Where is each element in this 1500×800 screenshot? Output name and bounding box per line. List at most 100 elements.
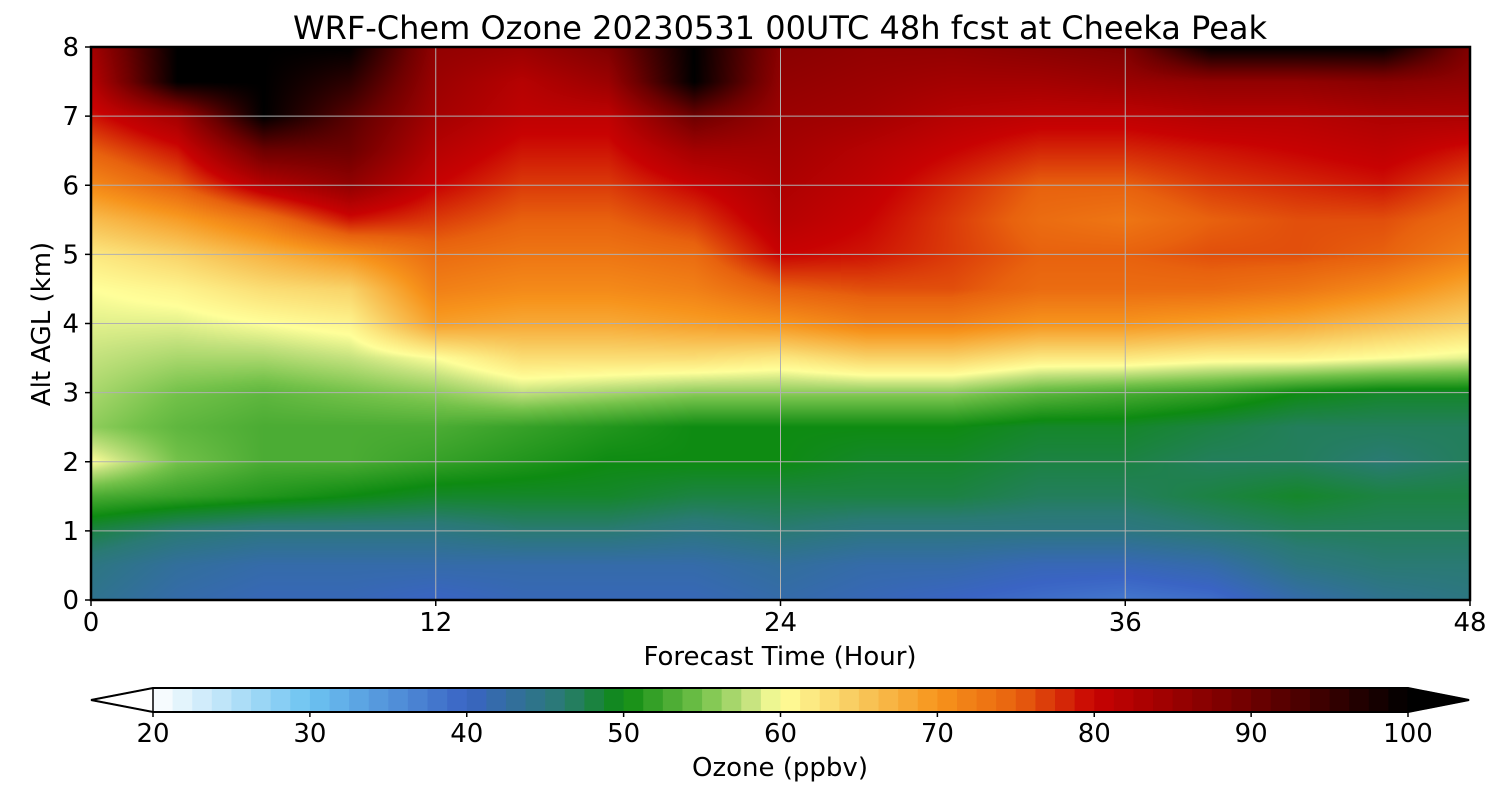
colorbar-segment — [153, 688, 174, 712]
colorbar-tick-label: 60 — [764, 719, 797, 749]
colorbar-segment — [1113, 688, 1135, 712]
y-tick-label: 1 — [62, 517, 79, 547]
colorbar-segment — [976, 688, 997, 712]
colorbar-segment — [682, 688, 703, 712]
colorbar-tick-label: 30 — [293, 719, 326, 749]
colorbar — [90, 687, 1470, 713]
colorbar-segment — [1388, 688, 1409, 712]
colorbar-segment — [329, 688, 350, 712]
colorbar-segment — [662, 688, 684, 712]
y-tick-label: 5 — [62, 240, 79, 270]
colorbar-segment — [1015, 688, 1037, 712]
colorbar-segment — [1211, 688, 1233, 712]
y-tick-label: 2 — [62, 448, 79, 478]
colorbar-segment — [898, 688, 919, 712]
colorbar-segment — [1074, 688, 1095, 712]
colorbar-tick-label: 100 — [1383, 719, 1433, 749]
colorbar-segment — [1133, 688, 1154, 712]
y-tick-label: 8 — [62, 33, 79, 63]
colorbar-segment — [839, 688, 860, 712]
colorbar-segment — [956, 688, 978, 712]
colorbar-segment — [623, 688, 644, 712]
colorbar-segment — [584, 688, 605, 712]
colorbar-segment — [368, 688, 389, 712]
colorbar-tick-label: 80 — [1078, 719, 1111, 749]
colorbar-segment — [702, 688, 723, 712]
x-axis-ticks: 0 12 24 36 48 — [83, 600, 1487, 638]
colorbar-segment — [427, 688, 448, 712]
colorbar-segment — [937, 688, 958, 712]
colorbar-extend-low — [90, 687, 154, 713]
colorbar-segment — [1251, 688, 1272, 712]
colorbar-segment — [1192, 688, 1213, 712]
colorbar-segment — [564, 688, 586, 712]
colorbar-ticks: 20 30 40 50 60 70 80 90 100 — [136, 712, 1433, 749]
colorbar-segment — [819, 688, 840, 712]
colorbar-segment — [466, 688, 487, 712]
chart-title: WRF-Chem Ozone 20230531 00UTC 48h fcst a… — [293, 9, 1268, 47]
y-tick-label: 0 — [62, 586, 79, 616]
x-tick-label: 24 — [764, 608, 797, 638]
colorbar-segment — [525, 688, 546, 712]
y-tick-label: 7 — [62, 102, 79, 132]
colorbar-segment — [1309, 688, 1331, 712]
colorbar-segment — [290, 688, 311, 712]
colorbar-segment — [407, 688, 429, 712]
colorbar-segment — [760, 688, 782, 712]
colorbar-extend-high — [1407, 687, 1470, 713]
grid-lines — [91, 47, 1470, 600]
colorbar-segment — [1231, 688, 1252, 712]
colorbar-segment — [996, 688, 1017, 712]
x-tick-label: 0 — [83, 608, 100, 638]
colorbar-segment — [251, 688, 272, 712]
colorbar-segment — [192, 688, 213, 712]
colorbar-segment — [1329, 688, 1350, 712]
colorbar-segment — [858, 688, 880, 712]
colorbar-tick-label: 90 — [1235, 719, 1268, 749]
colorbar-segment — [309, 688, 331, 712]
colorbar-segment — [447, 688, 468, 712]
x-tick-label: 12 — [419, 608, 452, 638]
colorbar-segment — [878, 688, 899, 712]
colorbar-segment — [741, 688, 762, 712]
colorbar-segment — [1368, 688, 1389, 712]
colorbar-segment — [1270, 688, 1291, 712]
colorbar-tick-label: 20 — [136, 719, 169, 749]
colorbar-segment — [604, 688, 625, 712]
colorbar-segment — [1055, 688, 1076, 712]
colorbar-segment — [1349, 688, 1370, 712]
x-axis-title: Forecast Time (Hour) — [643, 642, 916, 672]
colorbar-segment — [388, 688, 409, 712]
colorbar-segment — [800, 688, 821, 712]
colorbar-label: Ozone (ppbv) — [692, 753, 868, 783]
colorbar-segment — [643, 688, 664, 712]
colorbar-segment — [780, 688, 801, 712]
colorbar-segment — [1172, 688, 1193, 712]
colorbar-segment — [917, 688, 938, 712]
colorbar-segment — [1153, 688, 1174, 712]
y-tick-label: 4 — [62, 310, 79, 340]
colorbar-segment — [721, 688, 742, 712]
colorbar-segment — [211, 688, 233, 712]
colorbar-segment — [1290, 688, 1311, 712]
colorbar-segment — [172, 688, 193, 712]
colorbar-segment — [486, 688, 507, 712]
colorbar-tick-label: 40 — [450, 719, 483, 749]
y-tick-label: 3 — [62, 379, 79, 409]
colorbar-segment — [1094, 688, 1115, 712]
y-axis-title: Alt AGL (km) — [27, 242, 57, 406]
colorbar-tick-label: 70 — [921, 719, 954, 749]
colorbar-tick-label: 50 — [607, 719, 640, 749]
x-tick-label: 36 — [1109, 608, 1142, 638]
y-tick-label: 6 — [62, 171, 79, 201]
colorbar-segment — [231, 688, 252, 712]
y-axis-ticks: 0 1 2 3 4 5 6 7 8 — [62, 33, 91, 616]
colorbar-segment — [349, 688, 370, 712]
colorbar-segment — [270, 688, 291, 712]
colorbar-segment — [505, 688, 527, 712]
colorbar-segment — [545, 688, 566, 712]
colorbar-segment — [1035, 688, 1056, 712]
x-tick-label: 48 — [1453, 608, 1486, 638]
